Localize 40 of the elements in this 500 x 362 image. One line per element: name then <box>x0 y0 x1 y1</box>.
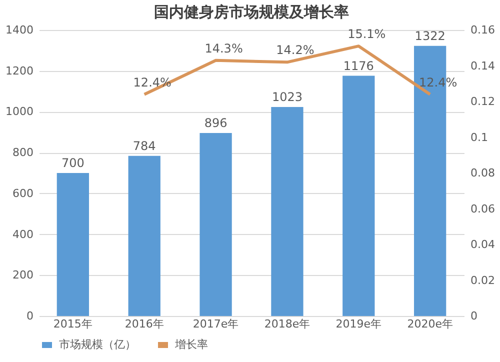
y2-tick-label: 0.1 <box>470 130 488 144</box>
y2-tick-label: 0.16 <box>470 24 495 36</box>
bar <box>200 132 232 316</box>
x-tick-label: 2020e年 <box>407 318 453 330</box>
data-label: 1322 <box>414 28 446 43</box>
x-tick-label: 2018e年 <box>264 318 310 330</box>
data-label: 896 <box>204 116 228 130</box>
x-tick-label: 2016年 <box>124 318 164 330</box>
y-tick-label: 600 <box>12 186 34 200</box>
bar <box>271 107 304 316</box>
data-label: 700 <box>61 156 84 170</box>
data-label: 1176 <box>343 58 374 73</box>
x-tick-label: 2017e年 <box>192 318 239 330</box>
data-label: 784 <box>132 138 156 153</box>
y-tick-label: 800 <box>12 146 34 160</box>
y-tick-label: 200 <box>12 268 34 282</box>
data-label: 14.2% <box>276 43 314 58</box>
y2-tick-label: 0.08 <box>470 166 495 180</box>
y2-tick-label: 0.02 <box>470 274 495 287</box>
chart-title: 国内健身房市场规模及增长率 <box>154 3 349 21</box>
legend-label: 市场规模（亿） <box>59 338 136 351</box>
x-tick-label: 2015年 <box>53 318 92 330</box>
y-tick-label: 1200 <box>6 64 34 78</box>
legend-label: 增长率 <box>174 338 208 351</box>
bar <box>128 156 160 316</box>
y2-tick-label: 0 <box>470 310 478 322</box>
x-tick-label: 2019e年 <box>336 318 382 330</box>
data-label: 14.3% <box>204 41 243 56</box>
y2-tick-label: 0.06 <box>470 202 495 216</box>
y-tick-label: 0 <box>26 310 34 322</box>
y2-tick-label: 0.04 <box>470 238 495 251</box>
y-tick-label: 1000 <box>6 105 34 118</box>
data-label: 1023 <box>272 90 302 104</box>
bar <box>342 76 375 316</box>
y2-tick-label: 0.12 <box>470 95 495 108</box>
data-label: 15.1% <box>348 27 386 42</box>
y-tick-label: 400 <box>12 228 34 241</box>
bar <box>56 173 89 316</box>
y2-tick-label: 0.14 <box>470 59 495 72</box>
y-tick-label: 1400 <box>6 24 34 36</box>
